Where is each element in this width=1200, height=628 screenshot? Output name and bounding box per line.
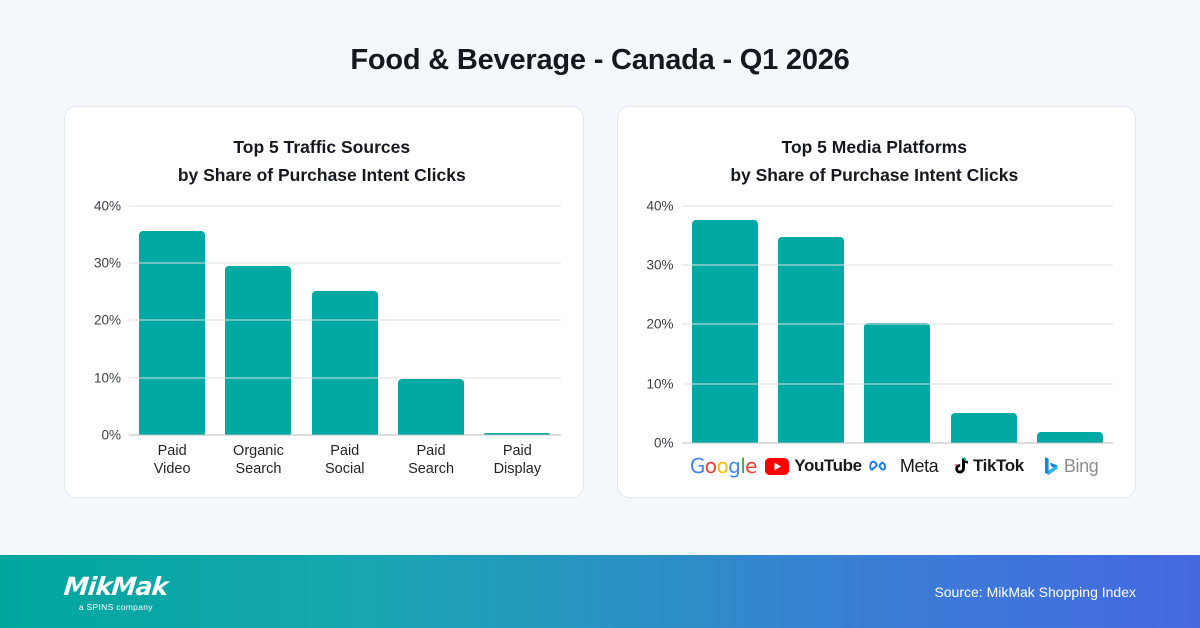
y-tick-label: 40% <box>93 198 121 214</box>
page-title: Food & Beverage - Canada - Q1 2026 <box>350 44 850 76</box>
bar-slot <box>940 206 1026 443</box>
traffic-sources-card: Top 5 Traffic Sources by Share of Purcha… <box>64 106 584 498</box>
tiktok-icon <box>954 456 968 473</box>
charts-row: Top 5 Traffic Sources by Share of Purcha… <box>0 106 1200 498</box>
tiktok-logo: TikTok <box>945 453 1029 479</box>
gridline <box>129 319 561 321</box>
y-tick-label: 0% <box>653 435 674 451</box>
gridline <box>129 205 561 207</box>
bar-slot <box>129 206 215 435</box>
y-tick-label: 30% <box>646 257 674 273</box>
brand-tagline: a SPINS company <box>78 601 153 612</box>
y-tick-label: 20% <box>646 316 674 332</box>
y-tick-label: 0% <box>101 427 121 443</box>
bars-area-traffic-sources <box>129 205 561 436</box>
x-axis-label: Paid Display <box>493 442 542 478</box>
bar[interactable] <box>777 236 844 443</box>
y-tick-label: 30% <box>93 255 121 271</box>
y-tick-label: 20% <box>93 312 121 328</box>
y-tick-label: 10% <box>93 370 121 386</box>
gridline <box>129 377 561 379</box>
youtube-icon <box>765 457 790 475</box>
bar-slot <box>388 206 474 435</box>
chart-title-traffic-sources: Top 5 Traffic Sources by Share of Purcha… <box>177 137 466 186</box>
x-axis-label: Paid Video <box>153 442 191 478</box>
bar[interactable] <box>398 379 465 435</box>
plot-area-traffic-sources: 0% 10% 20% 30% 40% <box>83 198 561 442</box>
gridline <box>681 442 1113 444</box>
mikmak-logo: MikMak a SPINS company <box>62 571 170 612</box>
chart-title-media-platforms: Top 5 Media Platforms by Share of Purcha… <box>730 137 1019 186</box>
bar-slot <box>682 206 768 443</box>
bar[interactable] <box>1036 432 1103 443</box>
y-axis-traffic-sources: 0% 10% 20% 30% 40% <box>83 198 129 442</box>
y-axis-media-platforms: 0% 10% 20% 30% 40% <box>636 198 682 450</box>
bar-slot <box>474 206 560 435</box>
gridline <box>681 383 1113 385</box>
gridline <box>129 262 561 264</box>
bar-slot <box>1027 206 1113 443</box>
bar[interactable] <box>950 412 1017 443</box>
bing-logo: Bing <box>1029 453 1113 479</box>
bar[interactable] <box>311 290 378 435</box>
x-axis-labels-traffic-sources: Paid Video Organic Search Paid Social Paid … <box>129 442 561 479</box>
y-tick-label: 40% <box>646 198 674 214</box>
y-tick-label: 10% <box>646 376 674 392</box>
bing-icon <box>1044 457 1058 475</box>
bar-group-media-platforms <box>682 206 1114 443</box>
media-platforms-card: Top 5 Media Platforms by Share of Purcha… <box>616 106 1136 498</box>
footer-bar: MikMak a SPINS company Source: MikMak Sh… <box>0 555 1200 628</box>
bar[interactable] <box>484 432 551 435</box>
x-axis-logos-media-platforms: Google YouTube Meta TikTok Bing <box>682 453 1114 479</box>
gridline <box>681 323 1113 325</box>
x-axis-label: Paid Social <box>324 442 365 478</box>
x-axis-label: Organic Search <box>233 442 284 478</box>
youtube-logo: YouTube <box>765 453 862 479</box>
bar[interactable] <box>864 323 931 443</box>
google-logo: Google <box>689 454 758 478</box>
gridline <box>129 434 561 436</box>
meta-logo: Meta <box>862 453 946 479</box>
source-attribution: Source: MikMak Shopping Index <box>934 583 1136 600</box>
bar[interactable] <box>225 265 292 435</box>
bar-slot <box>302 206 388 435</box>
bar-slot <box>854 206 940 443</box>
x-axis-label: Paid Search <box>408 442 455 478</box>
plot-area-media-platforms: 0% 10% 20% 30% 40% <box>636 198 1114 451</box>
bar[interactable] <box>691 219 758 443</box>
bar-slot <box>768 206 854 443</box>
gridline <box>681 205 1113 207</box>
infographic-page: Food & Beverage - Canada - Q1 2026 Top 5… <box>0 44 1200 628</box>
bars-area-media-platforms <box>681 205 1114 444</box>
meta-icon <box>869 460 886 471</box>
gridline <box>681 264 1113 266</box>
brand-name: MikMak <box>62 571 170 601</box>
bar-group-traffic-sources <box>129 206 561 435</box>
bar[interactable] <box>139 231 206 435</box>
bar-slot <box>215 206 301 435</box>
